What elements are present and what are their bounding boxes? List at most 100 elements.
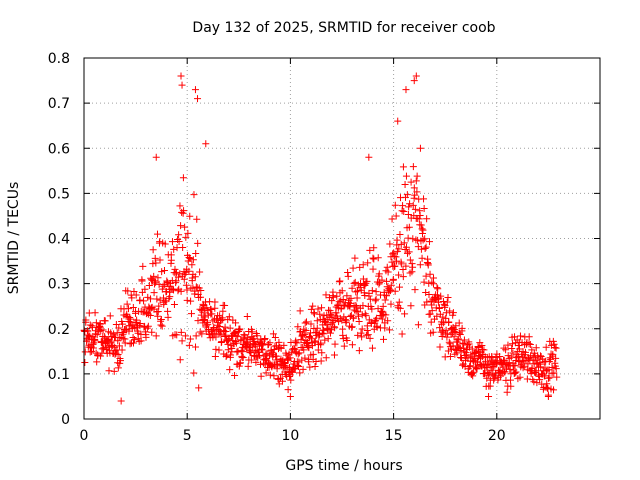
data-point: [115, 342, 123, 350]
data-point: [177, 222, 185, 230]
data-point: [507, 353, 515, 361]
data-point: [391, 262, 399, 270]
data-point: [551, 344, 559, 352]
data-point: [396, 231, 404, 239]
data-point: [413, 172, 421, 180]
data-point: [520, 362, 528, 370]
data-point: [110, 367, 118, 375]
data-point: [190, 369, 198, 377]
data-point: [434, 285, 442, 293]
data-point: [146, 312, 154, 320]
data-point: [523, 375, 531, 383]
data-point: [439, 313, 447, 321]
data-point: [391, 201, 399, 209]
data-point: [505, 359, 513, 367]
data-point: [296, 369, 304, 377]
data-point: [218, 338, 226, 346]
data-point: [400, 207, 408, 215]
data-point: [370, 255, 378, 263]
data-point: [381, 296, 389, 304]
data-point: [368, 305, 376, 313]
data-point: [222, 353, 230, 361]
data-point: [290, 365, 298, 373]
data-point: [164, 313, 172, 321]
data-point: [208, 310, 216, 318]
data-point: [177, 328, 185, 336]
data-point: [188, 274, 196, 282]
data-point: [232, 319, 240, 327]
data-point: [416, 211, 424, 219]
data-point: [141, 285, 149, 293]
data-point: [485, 392, 493, 400]
data-point: [349, 264, 357, 272]
data-point: [408, 268, 416, 276]
data-point: [311, 337, 319, 345]
data-point: [459, 339, 467, 347]
data-point: [186, 335, 194, 343]
data-point: [267, 362, 275, 370]
data-point: [382, 311, 390, 319]
data-point: [138, 277, 146, 285]
data-point: [353, 294, 361, 302]
data-point: [396, 304, 404, 312]
data-point: [167, 256, 175, 264]
data-point: [441, 302, 449, 310]
data-point: [399, 266, 407, 274]
data-point: [324, 324, 332, 332]
data-point: [536, 376, 544, 384]
data-point: [416, 261, 424, 269]
data-point: [152, 259, 160, 267]
data-point: [152, 278, 160, 286]
data-point: [416, 144, 424, 152]
data-point: [221, 332, 229, 340]
data-point: [511, 361, 519, 369]
data-point: [445, 318, 453, 326]
data-point: [163, 288, 171, 296]
data-point: [184, 229, 192, 237]
data-point: [402, 243, 410, 251]
y-tick-label: 0.8: [48, 51, 70, 67]
plot-frame: [83, 57, 601, 420]
data-point: [318, 304, 326, 312]
data-point: [343, 337, 351, 345]
data-point: [394, 117, 402, 125]
data-point: [516, 373, 524, 381]
data-point: [93, 358, 101, 366]
data-point: [150, 289, 158, 297]
data-point: [406, 256, 414, 264]
data-point: [236, 325, 244, 333]
data-point: [309, 350, 317, 358]
data-point: [106, 312, 114, 320]
data-point: [422, 243, 430, 251]
data-point: [343, 292, 351, 300]
data-point: [180, 207, 188, 215]
data-point: [442, 326, 450, 334]
data-point: [197, 286, 205, 294]
data-point: [132, 291, 140, 299]
data-point: [261, 335, 269, 343]
data-point: [550, 340, 558, 348]
data-point: [97, 352, 105, 360]
data-point: [383, 277, 391, 285]
data-point: [358, 311, 366, 319]
data-point: [201, 313, 209, 321]
data-point: [526, 340, 534, 348]
data-point: [294, 350, 302, 358]
data-point: [81, 358, 89, 366]
data-point: [96, 320, 104, 328]
data-point: [380, 335, 388, 343]
data-point: [488, 353, 496, 361]
data-point: [395, 298, 403, 306]
data-point: [395, 245, 403, 253]
data-point: [369, 265, 377, 273]
data-point: [368, 344, 376, 352]
data-point: [467, 351, 475, 359]
data-point: [409, 163, 417, 171]
data-point: [417, 221, 425, 229]
data-point: [164, 307, 172, 315]
data-point: [151, 277, 159, 285]
data-point: [161, 240, 169, 248]
data-point: [142, 333, 150, 341]
data-point: [143, 308, 151, 316]
data-point: [358, 333, 366, 341]
